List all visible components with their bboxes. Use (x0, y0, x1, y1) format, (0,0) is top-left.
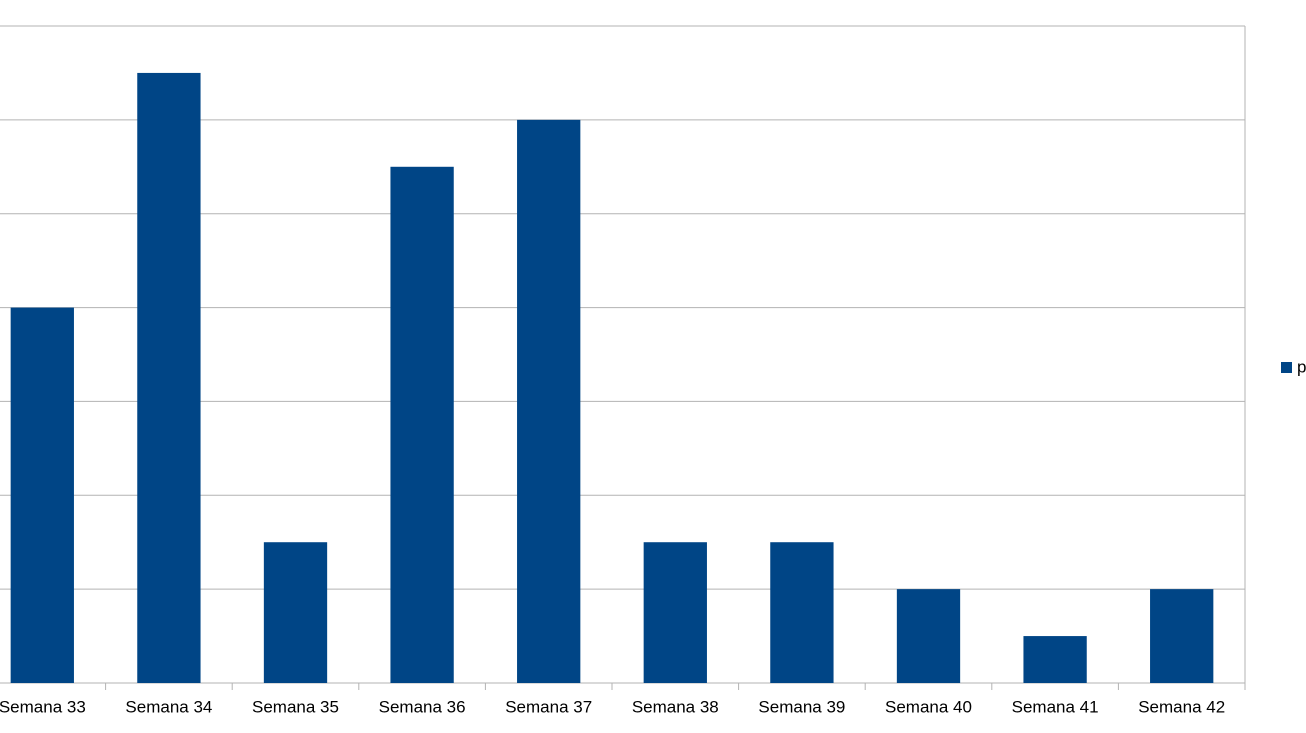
x-tick-label: Semana 33 (0, 697, 86, 716)
bar (137, 72, 201, 683)
bar (263, 542, 328, 683)
legend-label: p (1297, 357, 1306, 376)
x-tick-label: Semana 38 (632, 697, 719, 716)
x-tick-label: Semana 34 (125, 697, 212, 716)
x-tick-label: Semana 41 (1012, 697, 1099, 716)
x-tick-label: Semana 40 (885, 697, 972, 716)
x-tick-label: Semana 39 (758, 697, 845, 716)
x-tick-label: Semana 42 (1138, 697, 1225, 716)
bar (896, 589, 961, 683)
bar (517, 119, 581, 684)
bar (1023, 636, 1087, 683)
bar (1150, 589, 1214, 683)
bar (390, 166, 454, 684)
x-tick-label: Semana 35 (252, 697, 339, 716)
x-tick-label: Semana 36 (379, 697, 466, 716)
bar (643, 542, 707, 683)
x-tick-label: Semana 37 (505, 697, 592, 716)
bar (770, 542, 834, 683)
bar (10, 307, 74, 683)
legend-swatch (1281, 362, 1292, 373)
